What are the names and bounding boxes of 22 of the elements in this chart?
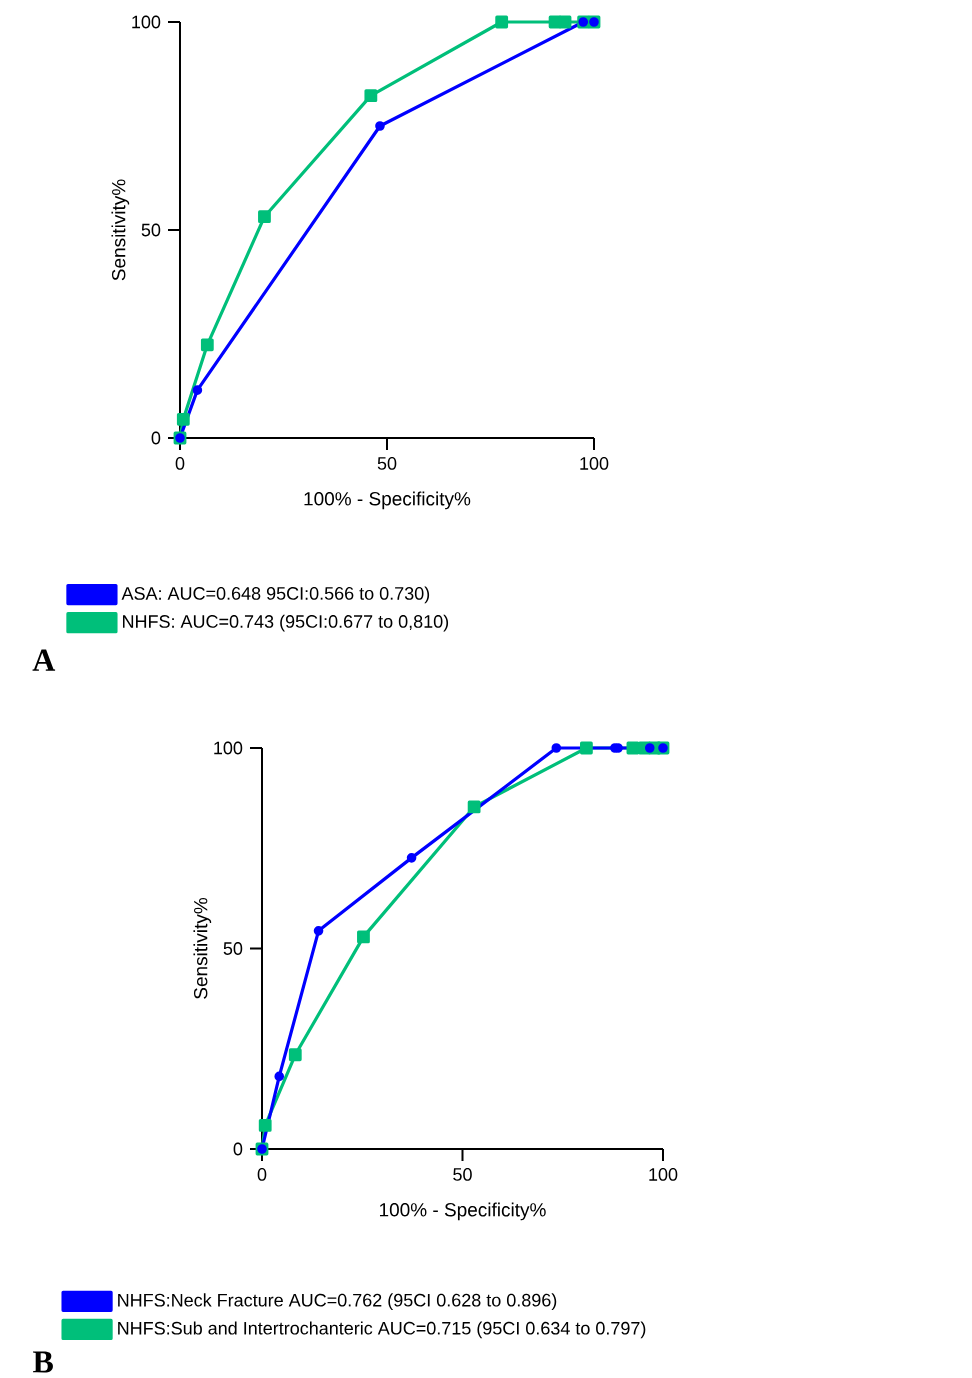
x-tick-label: 0 (257, 1168, 267, 1181)
x-tick-label: 100 (580, 457, 609, 470)
x-tick-label: 50 (377, 457, 397, 470)
legend-label: ASA: AUC=0.648 95CI:0.566 to 0.730) (121, 586, 430, 604)
x-axis-title: 100% - Specificity% (379, 1202, 546, 1221)
x-tick-label: 100 (649, 1168, 678, 1181)
legend-label: NHFS:Neck Fracture AUC=0.762 (95CI 0.628 to 0.896) (118, 1293, 557, 1311)
y-tick-label: 0 (151, 431, 161, 445)
y-tick-label: 100 (132, 15, 161, 29)
x-axis-title: 100% - Specificity% (304, 491, 471, 510)
x-tick-label: 0 (175, 457, 185, 470)
y-tick-label: 100 (214, 741, 243, 755)
x-tick-label: 50 (453, 1168, 472, 1181)
y-tick-label: 50 (223, 942, 243, 955)
y-axis-title: Sensitivity% (111, 179, 130, 281)
legend-label: NHFS:Sub and Intertrochanteric AUC=0.715 (95CI 0.634 to 0.797) (118, 1321, 646, 1339)
y-tick-label: 50 (141, 223, 161, 237)
y-axis-title: Sensitivity% (193, 897, 212, 999)
text: A (32, 649, 56, 671)
legend-label: NHFS: AUC=0.743 (95CI:0.677 to 0,810) (123, 614, 449, 632)
text: B (33, 1351, 53, 1373)
y-tick-label: 0 (233, 1142, 243, 1156)
